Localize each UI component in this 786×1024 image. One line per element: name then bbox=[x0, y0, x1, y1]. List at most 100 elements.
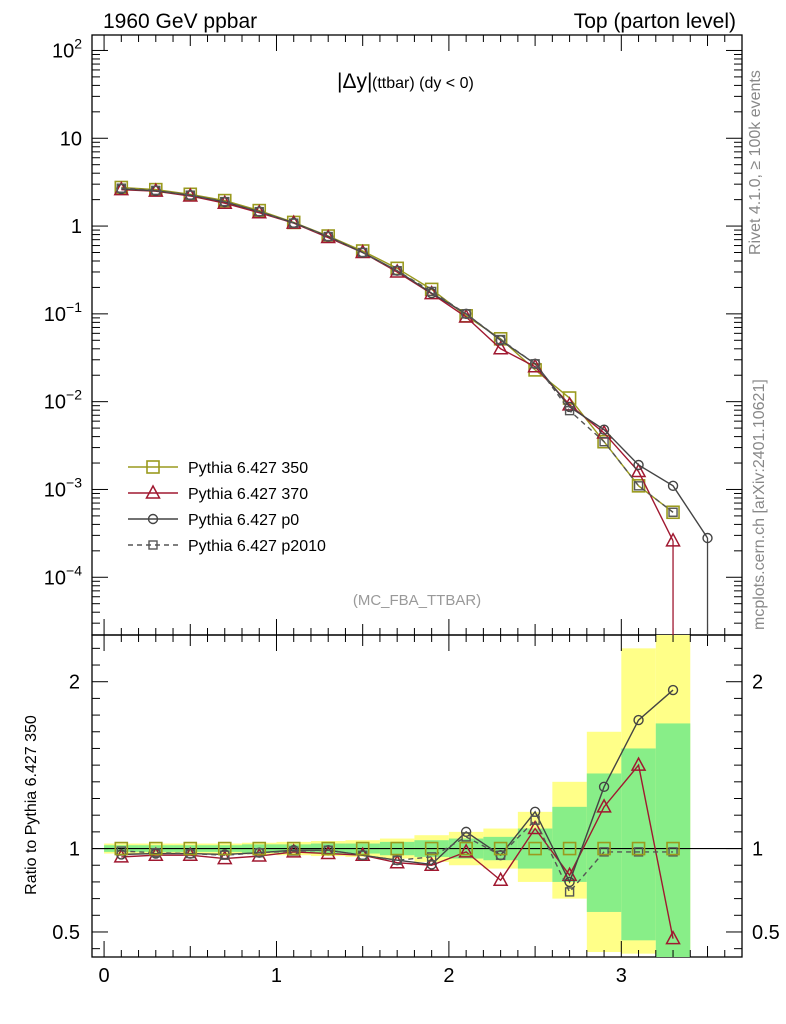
main-ytick-label-base: 10 bbox=[44, 392, 66, 414]
band-green-bin bbox=[655, 723, 691, 957]
ratio-reference-points bbox=[114, 841, 680, 856]
ratio-data-point bbox=[185, 848, 195, 859]
ratio-data-point bbox=[598, 781, 610, 793]
ratio-data-point bbox=[633, 714, 644, 726]
main-data-point bbox=[320, 228, 336, 244]
ratio-ref-point bbox=[252, 841, 267, 856]
main-ytick-label-base: 10 bbox=[44, 567, 66, 589]
legend: Pythia 6.427 350 Pythia 6.427 370 Pythia 6… bbox=[128, 460, 326, 555]
main-ytick-label: 10−3 bbox=[44, 474, 82, 501]
main-ytick-label-base: 10 bbox=[44, 304, 66, 326]
ratio-ref-point bbox=[148, 841, 163, 856]
ratio-data-point bbox=[320, 844, 336, 860]
main-series-line bbox=[121, 188, 709, 539]
ratio-ref-point bbox=[562, 841, 577, 856]
plot-title-sub: (ttbar) (dy < 0) bbox=[372, 75, 474, 92]
ratio-uncertainty-bands bbox=[104, 635, 691, 957]
ratio-data-point bbox=[599, 847, 609, 857]
main-data-point bbox=[116, 183, 127, 193]
main-ytick-label-exp: −4 bbox=[66, 562, 82, 578]
ratio-ylabel: Ratio to Pythia 6.427 350 bbox=[23, 715, 40, 895]
ratio-series-line bbox=[121, 763, 674, 939]
main-data-point bbox=[530, 359, 540, 369]
main-data-point bbox=[631, 479, 646, 493]
band-green-bin bbox=[552, 806, 587, 882]
main-data-point bbox=[289, 218, 299, 228]
ratio-data-point bbox=[633, 847, 644, 857]
main-series-layer bbox=[113, 180, 713, 635]
header-left: 1960 GeV ppbar bbox=[103, 10, 257, 33]
main-ytick-label-exp: −2 bbox=[66, 387, 82, 403]
legend-marker bbox=[148, 540, 158, 550]
ratio-ref-point bbox=[286, 841, 301, 856]
side-label-mcplots: mcplots.cern.ch [arXiv:2401.10621] bbox=[751, 379, 768, 630]
main-data-point bbox=[220, 196, 230, 207]
ratio-data-point bbox=[113, 848, 130, 863]
main-ytick-label: 1 bbox=[71, 216, 82, 238]
main-data-point bbox=[667, 480, 679, 492]
ratio-data-point bbox=[564, 887, 575, 897]
x-tick-label: 3 bbox=[616, 965, 627, 987]
main-ytick-label-base: 10 bbox=[44, 479, 66, 501]
main-data-point bbox=[426, 286, 437, 297]
ratio-data-point bbox=[458, 843, 474, 858]
legend-label: Pythia 6.427 350 bbox=[188, 460, 308, 477]
ratio-panel-frame bbox=[91, 634, 743, 958]
analysis-watermark: (MC_FBA_TTBAR) bbox=[353, 592, 481, 609]
main-data-point bbox=[423, 285, 440, 300]
main-data-point bbox=[597, 434, 611, 449]
main-data-point bbox=[389, 263, 405, 278]
main-data-point bbox=[666, 505, 680, 520]
main-ytick-label-exp: −1 bbox=[66, 299, 82, 315]
main-data-point bbox=[461, 309, 471, 319]
main-series-line bbox=[121, 187, 674, 513]
main-ytick-label: 102 bbox=[52, 35, 82, 62]
ratio-ref-point bbox=[666, 841, 680, 856]
main-data-point bbox=[668, 507, 678, 517]
ratio-data-point bbox=[426, 859, 437, 870]
main-data-point bbox=[185, 190, 195, 200]
legend-label: Pythia 6.427 p0 bbox=[188, 512, 299, 529]
ratio-data-point bbox=[667, 684, 679, 696]
ratio-data-point bbox=[630, 756, 647, 771]
ratio-data-point bbox=[426, 852, 437, 862]
main-data-point bbox=[357, 247, 368, 258]
main-ytick-label-base: 1 bbox=[71, 216, 82, 238]
ratio-data-point bbox=[461, 832, 471, 842]
legend-marker bbox=[147, 513, 159, 525]
ratio-data-point bbox=[668, 847, 678, 857]
main-series-3 bbox=[116, 183, 678, 517]
ratio-ytick-label: 1 bbox=[69, 839, 80, 861]
main-ytick-label-exp: 2 bbox=[74, 35, 82, 51]
legend-marker bbox=[145, 484, 161, 499]
ratio-data-point bbox=[596, 798, 612, 813]
ratio-ref-point bbox=[321, 841, 336, 856]
x-tick-label: 0 bbox=[99, 965, 110, 987]
ratio-ref-point bbox=[597, 841, 611, 856]
main-data-point bbox=[630, 462, 647, 478]
ratio-ytick-label-right: 2 bbox=[752, 672, 763, 694]
header-right: Top (parton level) bbox=[574, 10, 736, 33]
ratio-ref-point bbox=[631, 841, 646, 856]
ratio-data-point bbox=[389, 854, 405, 869]
ratio-ytick-label-right: 1 bbox=[752, 839, 763, 861]
main-ytick-label-base: 10 bbox=[60, 128, 82, 150]
ratio-data-point bbox=[665, 930, 681, 945]
ratio-ref-point bbox=[390, 841, 404, 856]
main-data-point bbox=[492, 340, 509, 355]
main-series-line bbox=[121, 186, 674, 513]
main-data-point bbox=[323, 231, 333, 242]
ratio-ref-point bbox=[528, 841, 542, 856]
ratio-series-line bbox=[121, 818, 674, 894]
ratio-series-layer bbox=[113, 684, 681, 945]
main-data-point bbox=[251, 204, 268, 219]
side-label-rivet: Rivet 4.1.0, ≥ 100k events bbox=[747, 70, 764, 255]
x-axis-labels: 0 1 2 3 bbox=[99, 965, 627, 987]
main-ytick-label: 10 bbox=[60, 128, 82, 150]
ratio-ref-point bbox=[459, 841, 473, 856]
ratio-ytick-label: 0.5 bbox=[52, 922, 80, 944]
ratio-ytick-label-right: 0.5 bbox=[752, 922, 780, 944]
ratio-ref-point bbox=[217, 841, 232, 856]
legend-marker bbox=[146, 460, 160, 474]
